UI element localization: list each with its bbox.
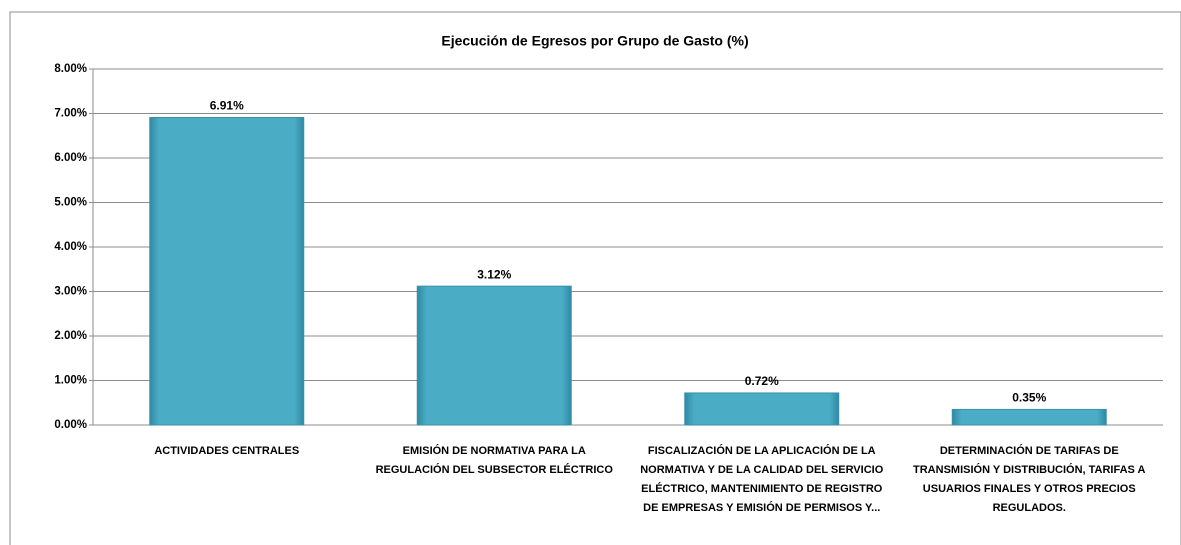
y-tick-label: 8.00% [54, 63, 87, 75]
bar [416, 285, 572, 426]
bar [684, 392, 840, 426]
x-tick-label-line: FISCALIZACIÓN DE LA APLICACIÓN DE LA [648, 444, 876, 457]
x-tick-label: FISCALIZACIÓN DE LA APLICACIÓN DE LA NORM… [640, 444, 883, 514]
data-label: 6.91% [210, 99, 244, 113]
x-tick-label-line: USUARIOS FINALES Y OTROS PRECIOS [923, 483, 1136, 495]
y-tick-label: 1.00% [54, 375, 87, 387]
x-tick-label-line: DE EMPRESAS Y EMISIÓN DE PERMISOS Y... [643, 501, 880, 514]
bar [951, 408, 1107, 426]
x-tick-label: DETERMINACIÓN DE TARIFAS DE TRANSMISIÓN Y… [913, 444, 1145, 514]
x-tick-label-line: NORMATIVA Y DE LA CALIDAD DEL SERVICIO [640, 464, 883, 476]
y-tick-label: 4.00% [54, 241, 87, 253]
chart-title: Ejecución de Egresos por Grupo de Gasto … [441, 33, 748, 49]
y-tick-label: 2.00% [54, 330, 87, 342]
x-tick-label-line: DETERMINACIÓN DE TARIFAS DE [940, 444, 1119, 457]
chart-frame [9, 11, 1181, 545]
x-tick-label-line: ELÉCTRICO, MANTENIMIENTO DE REGISTRO [641, 482, 883, 495]
x-tick-label-line: REGULADOS. [993, 502, 1066, 514]
data-label: 3.12% [477, 267, 511, 281]
y-tick-label: 5.00% [54, 197, 87, 209]
y-tick-label: 6.00% [54, 152, 87, 164]
x-tick-label-line: EMISIÓN DE NORMATIVA PARA LA [403, 444, 586, 457]
x-tick-label-line: REGULACIÓN DEL SUBSECTOR ELÉCTRICO [376, 463, 614, 476]
y-tick-label: 3.00% [54, 286, 87, 298]
y-tick-label: 7.00% [54, 108, 87, 120]
x-tick-label-line: ACTIVIDADES CENTRALES [154, 445, 299, 457]
data-label: 0.35% [1012, 391, 1046, 405]
bar [149, 117, 305, 426]
x-tick-label: ACTIVIDADES CENTRALES [154, 445, 299, 457]
x-tick-label: EMISIÓN DE NORMATIVA PARA LA REGULACIÓN D… [376, 444, 614, 476]
x-tick-label-line: TRANSMISIÓN Y DISTRIBUCIÓN, TARIFAS A [913, 463, 1145, 476]
y-tick-label: 0.00% [54, 419, 87, 431]
data-label: 0.72% [745, 374, 779, 388]
